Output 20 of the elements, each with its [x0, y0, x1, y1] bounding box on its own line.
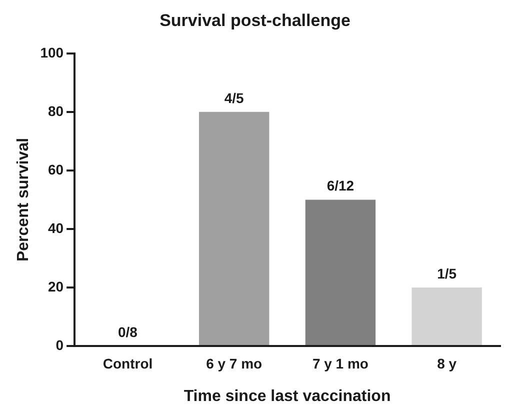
- x-tick-label: Control: [102, 355, 153, 372]
- x-tick-label: 7 y 1 mo: [312, 355, 368, 372]
- annotation: 6/12: [326, 178, 354, 194]
- y-axis-title: Percent survival: [15, 138, 32, 262]
- y-tick-label: 100: [40, 44, 64, 60]
- y-tick-label: 0: [56, 336, 64, 353]
- chart-title: Survival post-challenge: [160, 10, 350, 30]
- y-tick-label: 20: [48, 278, 64, 294]
- y-tick-label: 60: [48, 161, 64, 178]
- y-tick-label: 80: [48, 102, 64, 119]
- annotation: 4/5: [224, 90, 244, 106]
- x-tick-label: 6 y 7 mo: [206, 355, 262, 372]
- bar: [199, 112, 270, 345]
- y-tick-label: 40: [48, 220, 64, 236]
- annotation: 0/8: [118, 324, 138, 340]
- x-axis-title: Time since last vaccination: [184, 388, 391, 405]
- bar: [305, 200, 376, 345]
- x-tick-label: 8 y: [437, 355, 457, 372]
- bar: [412, 287, 482, 345]
- annotation: 1/5: [437, 265, 457, 282]
